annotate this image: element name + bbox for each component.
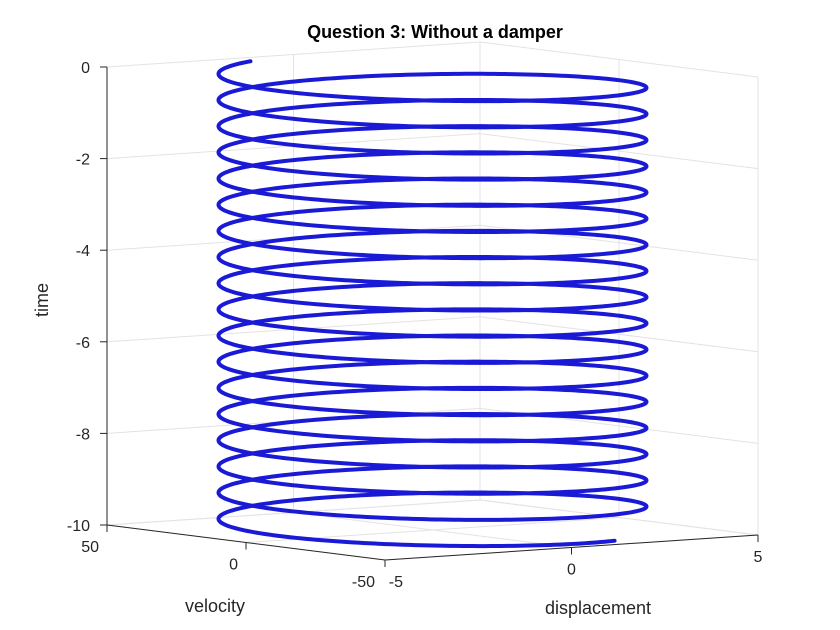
z-tick-label: -4 [76,243,90,260]
z-tick-label: -8 [76,426,90,443]
x-tick-label: 0 [567,562,576,579]
series-layer [216,59,649,549]
z-tick-label: 0 [81,60,90,77]
x-axis-label: displacement [545,598,651,618]
x-tick-label: -5 [389,574,403,591]
chart-title: Question 3: Without a damper [307,22,563,42]
z-tick-label: -6 [76,335,90,352]
axes [100,66,759,567]
z-axis-label: time [32,283,52,317]
y-axis-label: velocity [185,596,245,616]
y-tick-label: -50 [352,574,375,591]
x-tick-label: 5 [754,549,763,566]
grid-lines [106,41,759,561]
z-tick-label: -2 [76,152,90,169]
series-helix-line [216,59,649,549]
z-tick-label: -10 [67,518,90,535]
y-tick-label: 50 [81,539,99,556]
y-tick-label: 0 [229,557,238,574]
